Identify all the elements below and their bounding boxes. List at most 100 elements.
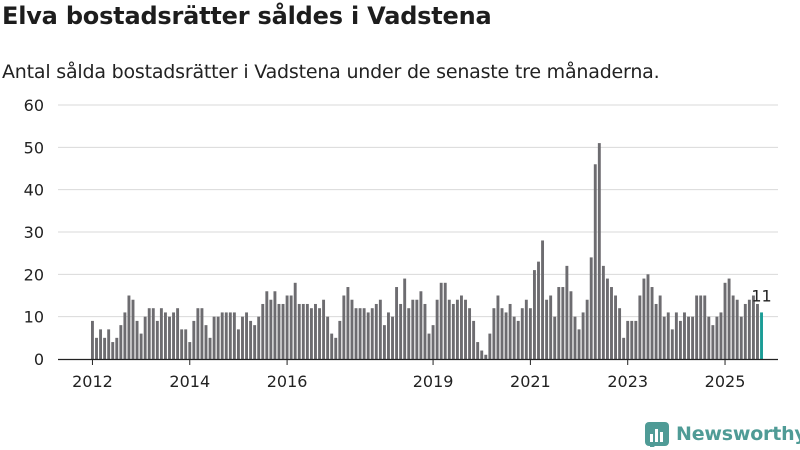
bar <box>415 299 419 359</box>
bar <box>103 337 107 359</box>
bar <box>220 312 224 359</box>
bar <box>382 325 386 359</box>
bar <box>269 299 273 359</box>
bar <box>496 295 500 359</box>
bar <box>236 329 240 359</box>
bar <box>314 303 317 359</box>
bar <box>249 320 253 359</box>
bar <box>524 299 528 359</box>
bar <box>200 308 204 359</box>
bar <box>747 299 751 359</box>
x-tick-label: 2021 <box>510 372 551 391</box>
x-tick-label: 2016 <box>267 372 308 391</box>
bar <box>674 312 678 359</box>
bar <box>516 320 520 359</box>
bar <box>212 316 216 359</box>
bar <box>119 325 123 359</box>
bar <box>447 299 451 359</box>
bar <box>532 270 536 359</box>
bar <box>678 320 682 359</box>
bar <box>427 333 431 359</box>
bar <box>407 308 411 359</box>
bar <box>358 308 362 359</box>
bar <box>378 299 382 359</box>
bar <box>756 303 759 359</box>
bar <box>743 303 747 359</box>
y-tick-label: 50 <box>24 138 44 157</box>
chart-title: Elva bostadsrätter såldes i Vadstena <box>2 2 492 30</box>
bar <box>362 308 366 359</box>
bar <box>241 316 244 359</box>
bar <box>370 308 374 359</box>
bar <box>476 342 480 359</box>
newsworthy-brand[interactable]: Newsworthy <box>644 420 800 448</box>
bar-highlight <box>760 312 763 359</box>
bar <box>691 316 695 359</box>
bar <box>630 320 634 359</box>
bar <box>605 278 609 359</box>
bar <box>480 350 484 359</box>
bar <box>597 143 601 359</box>
bar <box>107 329 111 359</box>
bar <box>95 337 98 359</box>
y-tick-label: 60 <box>24 96 44 115</box>
bar <box>468 308 472 359</box>
bar <box>731 295 735 359</box>
data-label: 11 <box>751 286 771 305</box>
bar <box>281 303 285 359</box>
bar <box>455 299 459 359</box>
y-tick-label: 30 <box>24 223 44 242</box>
bar <box>715 316 719 359</box>
bar <box>322 299 326 359</box>
bar <box>184 329 188 359</box>
x-tick-label: 2025 <box>705 372 746 391</box>
bar <box>285 295 289 359</box>
x-tick-label: 2023 <box>607 372 648 391</box>
bar <box>549 295 553 359</box>
bar <box>484 354 488 359</box>
bar <box>460 295 463 359</box>
y-tick-label: 10 <box>24 308 44 327</box>
bar <box>374 303 378 359</box>
bar <box>99 329 103 359</box>
bar <box>634 320 638 359</box>
bar <box>208 337 212 359</box>
bar <box>423 303 427 359</box>
bar <box>573 316 577 359</box>
bar <box>528 308 532 359</box>
bar <box>180 329 184 359</box>
bar <box>147 308 151 359</box>
y-tick-label: 40 <box>24 181 44 200</box>
x-tick-label: 2014 <box>169 372 210 391</box>
bar <box>464 299 467 359</box>
bar <box>500 308 504 359</box>
bar <box>662 316 666 359</box>
bar <box>172 312 175 359</box>
bar <box>245 312 248 359</box>
bar <box>553 316 557 359</box>
bar <box>253 325 257 359</box>
bar <box>395 287 399 359</box>
bar <box>492 308 496 359</box>
bar <box>419 291 423 359</box>
bar <box>622 337 626 359</box>
bar <box>127 295 131 359</box>
bar <box>257 316 261 359</box>
bar <box>228 312 232 359</box>
bar <box>654 303 658 359</box>
bar <box>593 164 597 359</box>
bar <box>330 333 334 359</box>
bar <box>289 295 293 359</box>
bar <box>472 320 476 359</box>
bar <box>687 316 690 359</box>
bar <box>123 312 127 359</box>
bar <box>727 278 731 359</box>
bar <box>399 303 403 359</box>
bar <box>650 287 654 359</box>
bar <box>569 291 573 359</box>
brand-name: Newsworthy <box>676 423 800 445</box>
bar <box>192 320 196 359</box>
bar <box>326 316 330 359</box>
bar <box>703 295 707 359</box>
chart-subtitle: Antal sålda bostadsrätter i Vadstena und… <box>2 61 660 83</box>
